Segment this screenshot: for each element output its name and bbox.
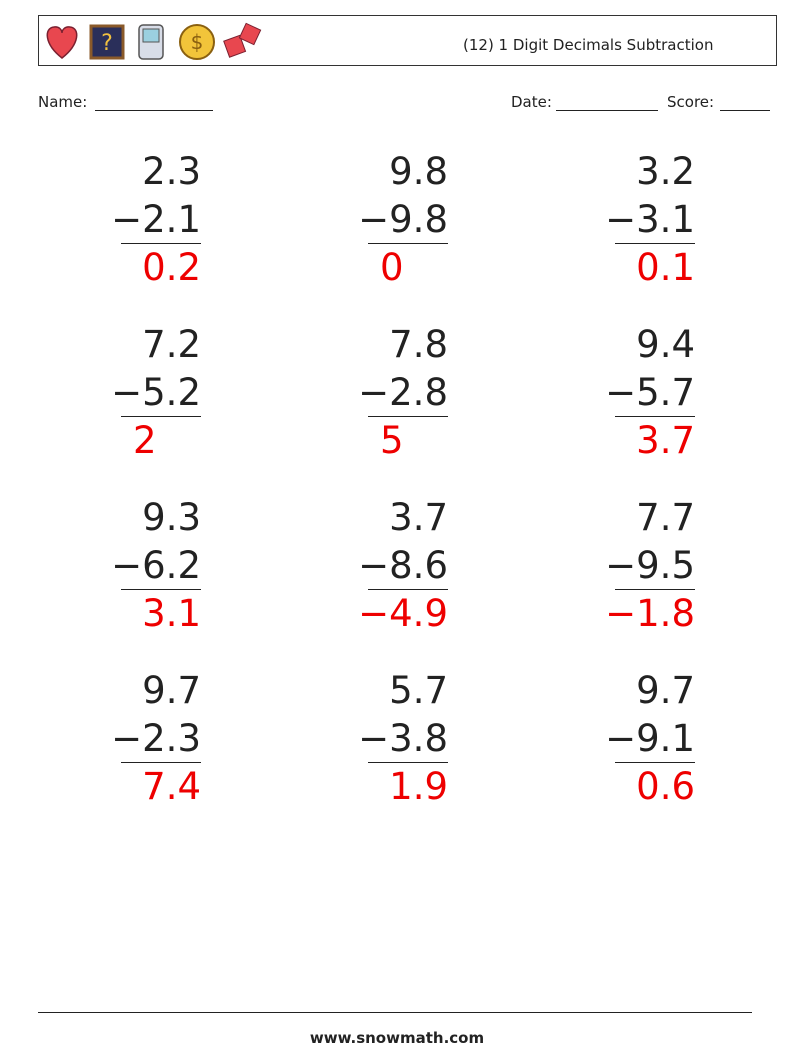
answer-rule <box>368 762 448 763</box>
minuend: 2.3 <box>142 150 201 193</box>
answer: 3.1 <box>142 592 201 635</box>
answer: −4.9 <box>358 592 448 635</box>
answer: 1.9 <box>389 765 448 808</box>
answer-rule <box>615 243 695 244</box>
minuend: 7.7 <box>636 496 695 539</box>
heart-icon <box>46 26 78 59</box>
minuend: 7.8 <box>389 323 448 366</box>
score-blank <box>720 110 770 111</box>
device-screen <box>142 28 160 43</box>
die-icon <box>238 22 262 46</box>
header-box <box>38 15 777 66</box>
die-icon <box>223 34 247 58</box>
answer: 3.7 <box>636 419 695 462</box>
footer-rule <box>38 1012 752 1013</box>
footer-url: www.snowmath.com <box>309 1029 485 1047</box>
subtrahend: −2.1 <box>111 198 201 241</box>
answer-rule <box>615 416 695 417</box>
minuend: 9.3 <box>142 496 201 539</box>
question-mark: ? <box>101 31 113 56</box>
coin-symbol: $ <box>191 30 204 54</box>
subtrahend: −5.2 <box>111 371 201 414</box>
answer: 0.2 <box>142 246 201 289</box>
date-blank <box>556 110 658 111</box>
answer-rule <box>121 589 201 590</box>
header-icons: ? $ <box>46 22 262 60</box>
subtrahend: −8.6 <box>358 544 448 587</box>
answer: 7.4 <box>142 765 201 808</box>
answer-rule <box>615 589 695 590</box>
answer: 0.6 <box>636 765 695 808</box>
minuend: 3.7 <box>389 496 448 539</box>
subtrahend: −9.1 <box>605 717 695 760</box>
minuend: 3.2 <box>636 150 695 193</box>
title: (12) 1 Digit Decimals Subtraction <box>463 36 714 54</box>
answer-rule <box>121 243 201 244</box>
minuend: 9.8 <box>389 150 448 193</box>
minuend: 9.4 <box>636 323 695 366</box>
subtrahend: −6.2 <box>111 544 201 587</box>
answer: −1.8 <box>605 592 695 635</box>
name-blank <box>95 110 213 111</box>
answer-rule <box>368 416 448 417</box>
answer: 0.1 <box>636 246 695 289</box>
score-label: Score: <box>667 93 715 111</box>
subtrahend: −2.8 <box>358 371 448 414</box>
subtrahend: −2.3 <box>111 717 201 760</box>
subtrahend: −9.8 <box>358 198 448 241</box>
answer: 5 <box>380 419 404 462</box>
subtrahend: −3.1 <box>605 198 695 241</box>
answer-rule <box>121 416 201 417</box>
answer: 2 <box>133 419 157 462</box>
answer-rule <box>121 762 201 763</box>
answer-rule <box>615 762 695 763</box>
subtrahend: −3.8 <box>358 717 448 760</box>
subtrahend: −9.5 <box>605 544 695 587</box>
minuend: 7.2 <box>142 323 201 366</box>
answer: 0 <box>380 246 404 289</box>
question-icon <box>89 24 125 60</box>
coin-icon <box>179 24 215 60</box>
answer-rule <box>368 589 448 590</box>
minuend: 9.7 <box>142 669 201 712</box>
minuend: 9.7 <box>636 669 695 712</box>
minuend: 5.7 <box>389 669 448 712</box>
date-label: Date: <box>511 93 552 111</box>
subtrahend: −5.7 <box>605 371 695 414</box>
name-label: Name: <box>38 93 88 111</box>
answer-rule <box>368 243 448 244</box>
